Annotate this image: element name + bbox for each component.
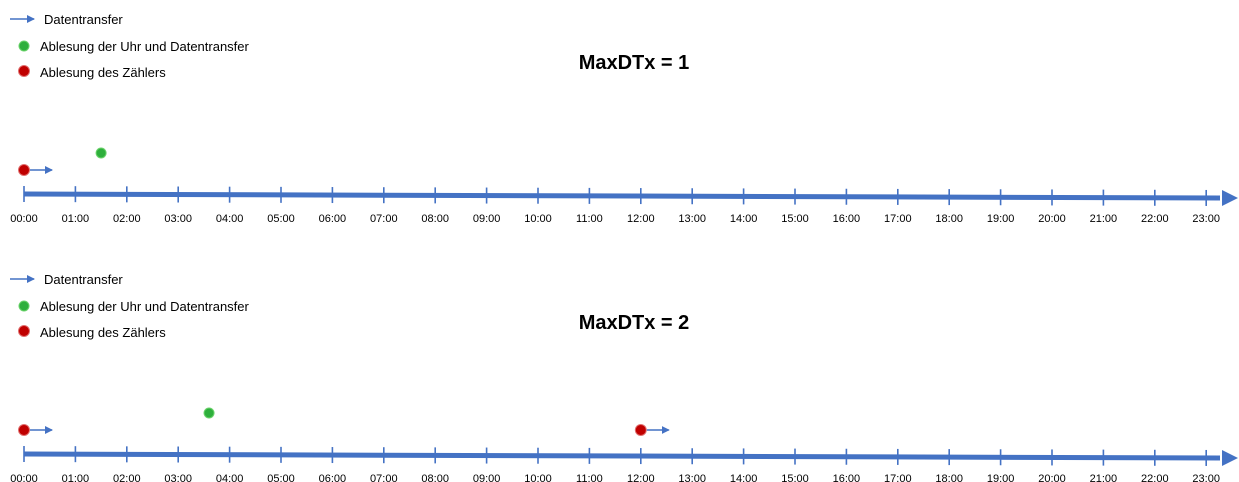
tick-label: 07:00 xyxy=(370,473,398,482)
meter-reading-dot xyxy=(634,424,647,436)
tick-label: 04:00 xyxy=(216,473,244,482)
tick-label: 16:00 xyxy=(833,213,861,225)
tick-label: 12:00 xyxy=(627,213,655,225)
tick-label: 11:00 xyxy=(576,213,603,225)
axis-arrowhead xyxy=(1222,450,1238,466)
tick-label: 04:00 xyxy=(216,213,244,225)
tick-label: 03:00 xyxy=(164,213,192,225)
green-dot-icon xyxy=(18,300,30,312)
tick-label: 02:00 xyxy=(113,213,141,225)
panel-title: MaxDTx = 2 xyxy=(579,312,690,334)
tick-label: 13:00 xyxy=(678,213,706,225)
tick-label: 10:00 xyxy=(524,473,552,482)
tick-label: 01:00 xyxy=(62,213,90,225)
tick-label: 02:00 xyxy=(113,473,141,482)
red-dot-icon xyxy=(18,325,30,337)
legend-label-meter: Ablesung des Zählers xyxy=(40,65,166,80)
legend-item-transfer: Datentransfer xyxy=(10,12,123,27)
meter-reading-dot xyxy=(18,424,30,436)
timeline-panel-2: Datentransfer Ablesung der Uhr und Datent… xyxy=(10,272,1238,482)
time-axis: 00:00 01:00 02:00 03:00 04:00 05:00 06:00 07:00… xyxy=(10,446,1238,482)
legend-label-transfer: Datentransfer xyxy=(44,272,123,287)
tick-label: 15:00 xyxy=(781,213,809,225)
tick-label: 01:00 xyxy=(62,473,90,482)
clock-reading-dot xyxy=(203,407,215,419)
tick-label: 20:00 xyxy=(1038,473,1066,482)
tick-label: 21:00 xyxy=(1090,213,1118,225)
legend-item-transfer: Datentransfer xyxy=(10,272,123,287)
tick-label: 23:00 xyxy=(1192,473,1220,482)
axis-line xyxy=(23,191,1221,201)
tick-label: 14:00 xyxy=(730,213,758,225)
clock-reading-dot xyxy=(95,147,107,159)
axis-line xyxy=(23,451,1221,461)
tick-label: 16:00 xyxy=(833,473,861,482)
tick-label: 20:00 xyxy=(1038,213,1066,225)
tick-label: 05:00 xyxy=(267,213,295,225)
legend-label-clock: Ablesung der Uhr und Datentransfer xyxy=(40,299,250,314)
tick-label: 22:00 xyxy=(1141,473,1169,482)
tick-label: 09:00 xyxy=(473,473,501,482)
tick-label: 06:00 xyxy=(319,213,347,225)
tick-label: 19:00 xyxy=(987,213,1015,225)
legend-item-meter: Ablesung des Zählers xyxy=(18,65,166,80)
time-axis: 00:00 01:00 02:00 03:00 04:00 05:00 06:00 07:00… xyxy=(10,186,1238,225)
tick-label: 08:00 xyxy=(421,213,449,225)
green-dot-icon xyxy=(18,40,30,52)
legend-label-meter: Ablesung des Zählers xyxy=(40,325,166,340)
meter-reading-dot xyxy=(18,164,30,176)
legend: Datentransfer Ablesung der Uhr und Datent… xyxy=(10,272,250,340)
panel-title: MaxDTx = 1 xyxy=(579,52,690,74)
tick-label: 15:00 xyxy=(781,473,809,482)
axis-arrowhead xyxy=(1222,190,1238,206)
timeline-panel-1: Datentransfer Ablesung der Uhr und Datent… xyxy=(10,12,1238,225)
tick-label: 11:00 xyxy=(576,473,603,482)
tick-label: 00:00 xyxy=(10,213,38,225)
tick-label: 19:00 xyxy=(987,473,1015,482)
tick-label: 03:00 xyxy=(164,473,192,482)
legend: Datentransfer Ablesung der Uhr und Datent… xyxy=(10,12,250,80)
tick-label: 21:00 xyxy=(1090,473,1118,482)
legend-item-clock: Ablesung der Uhr und Datentransfer xyxy=(18,299,250,314)
tick-label: 14:00 xyxy=(730,473,758,482)
tick-label: 13:00 xyxy=(678,473,706,482)
tick-label: 06:00 xyxy=(319,473,347,482)
legend-label-transfer: Datentransfer xyxy=(44,12,123,27)
red-dot-icon xyxy=(18,65,30,77)
tick-label: 09:00 xyxy=(473,213,501,225)
tick-label: 05:00 xyxy=(267,473,295,482)
tick-label: 17:00 xyxy=(884,213,912,225)
tick-label: 10:00 xyxy=(524,213,552,225)
legend-label-clock: Ablesung der Uhr und Datentransfer xyxy=(40,39,250,54)
legend-item-clock: Ablesung der Uhr und Datentransfer xyxy=(18,39,250,54)
tick-label: 17:00 xyxy=(884,473,912,482)
tick-label: 00:00 xyxy=(10,473,38,482)
legend-item-meter: Ablesung des Zählers xyxy=(18,325,166,340)
tick-label: 12:00 xyxy=(627,473,655,482)
tick-label: 07:00 xyxy=(370,213,398,225)
tick-label: 23:00 xyxy=(1192,213,1220,225)
tick-label: 18:00 xyxy=(935,473,963,482)
tick-label: 18:00 xyxy=(935,213,963,225)
tick-label: 22:00 xyxy=(1141,213,1169,225)
tick-label: 08:00 xyxy=(421,473,449,482)
